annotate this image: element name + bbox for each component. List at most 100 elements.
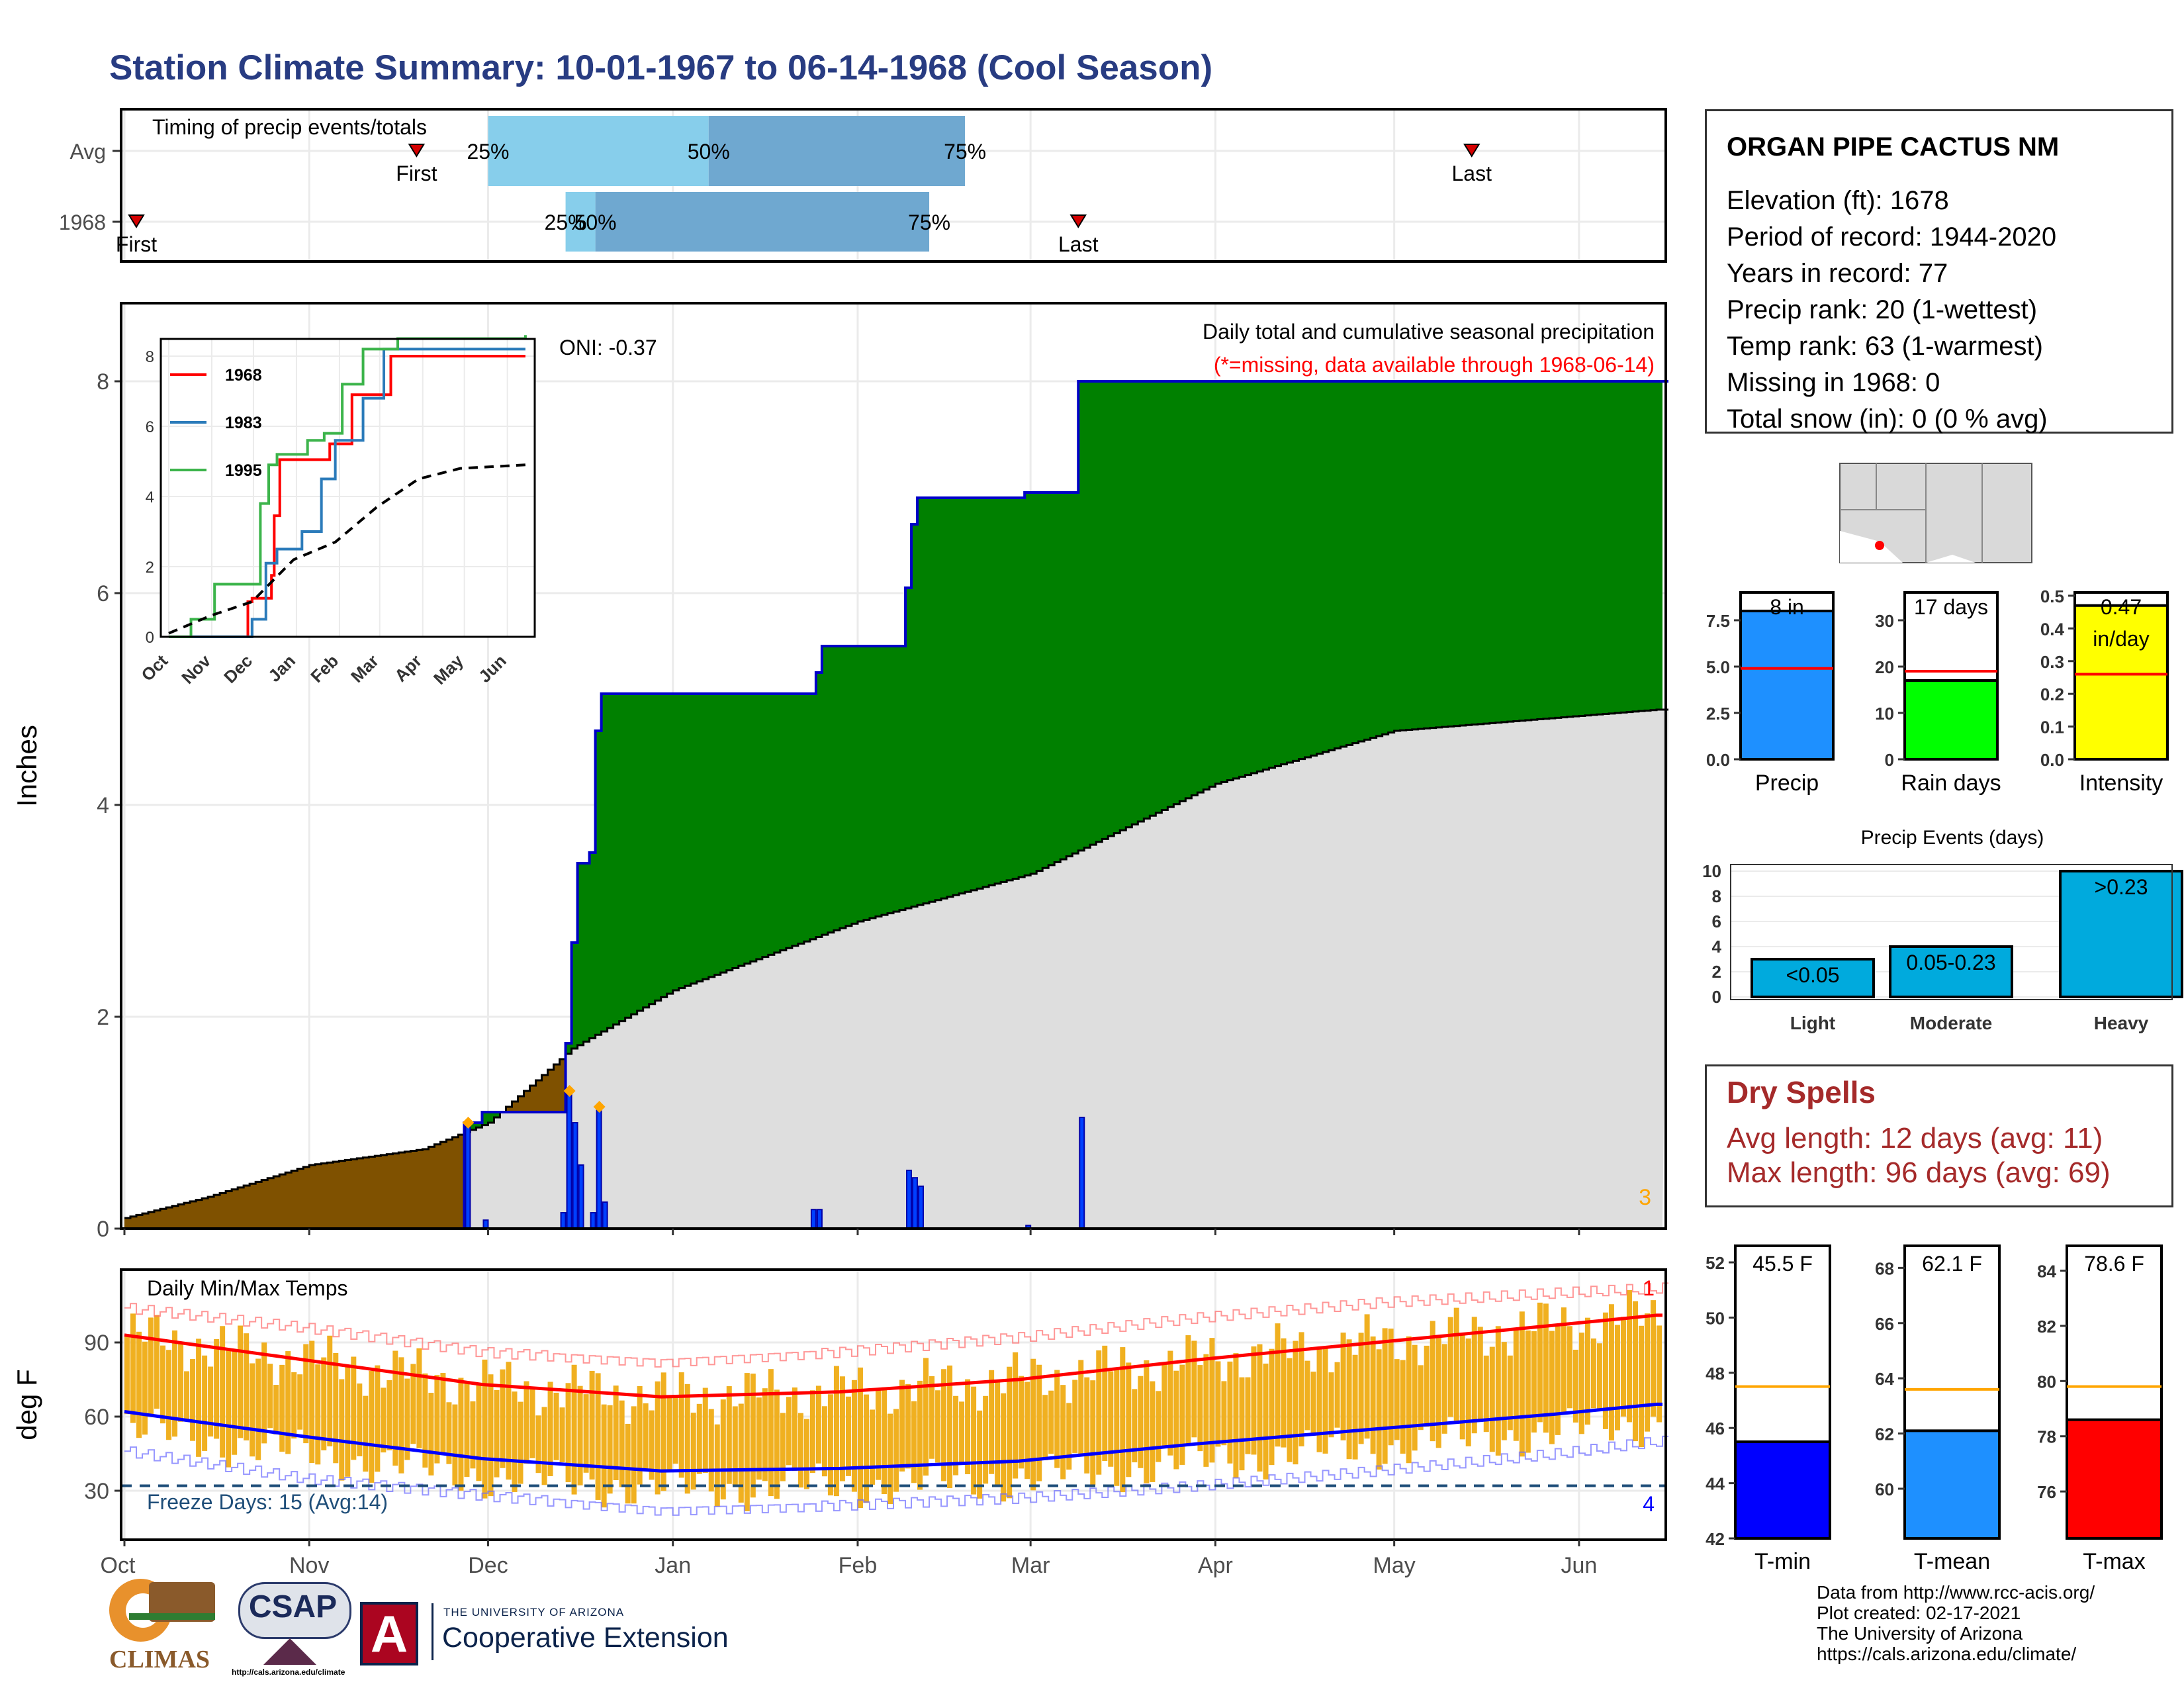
daily-temp-range-bar [523,1381,529,1464]
temp-total-ytick-label: 50 [1706,1308,1725,1328]
timing-last-marker [1069,214,1087,228]
daily-temp-range-bar [601,1404,607,1508]
daily-temp-range-bar [678,1372,684,1478]
heavy-event-marker [593,1101,606,1113]
daily-temp-range-bar [1537,1302,1543,1423]
daily-temp-range-bar [559,1407,565,1462]
event-bar [1751,958,1875,998]
events-ytick-label: 0 [1712,987,1721,1007]
inset-avg-line [168,463,526,635]
precip-ytick-label: 0 [97,1217,109,1242]
temp-total-ytick-label: 68 [1875,1258,1894,1278]
daily-temp-range-bar [291,1372,297,1439]
daily-temp-range-bar [1108,1371,1114,1467]
daily-temp-range-bar [387,1380,392,1450]
total-ytick-label: 5.0 [1706,657,1730,677]
daily-temp-range-bar [232,1350,238,1455]
daily-temp-range-bar [1650,1300,1656,1417]
daily-temp-range-bar [255,1358,261,1460]
daily-temp-range-bar [1263,1363,1269,1479]
daily-temp-range-bar [1507,1355,1513,1430]
heavy-event-marker [462,1117,475,1129]
total-ytick-label: 0.3 [2040,652,2064,672]
daily-temp-range-bar [1233,1353,1239,1478]
daily-temp-range-bar [1602,1312,1608,1429]
daily-temp-range-bar [863,1394,869,1503]
daily-precip-bar [590,1212,596,1229]
daily-temp-range-bar [416,1348,422,1448]
station-location-marker [1875,541,1884,550]
timing-q1-bar [488,116,709,186]
daily-temp-range-bar [1304,1360,1310,1430]
daily-temp-range-bar [631,1406,637,1504]
daily-temp-range-bar [1352,1354,1358,1460]
temps-ytick-label: 90 [84,1331,109,1356]
event-category-label: Light [1790,1013,1835,1033]
daily-temp-range-bar [589,1370,595,1480]
daily-temp-range-bar [1096,1350,1102,1475]
station-elevation: Elevation (ft): 1678 [1727,186,1949,215]
daily-precip-bar [596,1106,602,1229]
total-ytick-label: 0 [1885,750,1894,770]
daily-temp-range-bar [744,1373,750,1511]
daily-temp-range-bar [267,1364,273,1429]
daily-temp-range-bar [971,1386,977,1495]
daily-precip-bar [906,1170,913,1229]
daily-temp-range-bar [178,1344,184,1422]
daily-temp-range-bar [375,1365,381,1472]
deficit-area [124,1059,566,1229]
daily-temp-range-bar [1084,1377,1090,1474]
total-ytick-label: 0.4 [2040,619,2065,639]
daily-temp-range-bar [518,1401,523,1484]
daily-temp-range-bar [655,1381,660,1495]
daily-temp-range-bar [196,1338,202,1457]
daily-temp-range-bar [1382,1328,1388,1464]
daily-temp-range-bar [797,1413,803,1488]
daily-temp-range-bar [482,1359,488,1499]
daily-temp-range-bar [434,1375,440,1464]
daily-temp-range-bar [607,1405,613,1494]
timing-frame [120,108,1667,263]
climas-emblem [109,1579,215,1642]
daily-temp-range-bar [780,1413,786,1481]
events-title: Precip Events (days) [1861,827,2044,849]
daily-temp-range-bar [1435,1335,1441,1448]
daily-temp-range-bar [208,1366,214,1437]
daily-temp-range-bar [1364,1314,1370,1439]
daily-temp-range-bar [720,1399,726,1500]
climas-logo-text: CLIMAS [109,1646,210,1673]
daily-temp-range-bar [803,1419,809,1489]
daily-temp-range-bar [1549,1331,1555,1444]
daily-temp-range-bar [1638,1325,1644,1447]
timing-first-marker [408,144,426,158]
daily-temp-range-bar [1072,1380,1078,1453]
daily-temp-range-bar [786,1397,792,1466]
daily-temp-range-bar [1173,1370,1179,1470]
temps-month-label: Apr [1198,1553,1233,1578]
daily-temp-range-bar [1453,1307,1459,1421]
inset-ytick-label: 4 [146,489,154,506]
total-category-label: Precip [1755,771,1819,796]
daily-temp-range-bar [1644,1313,1650,1432]
daily-temp-range-bar [1066,1403,1072,1470]
daily-temp-range-bar [446,1402,452,1464]
daily-temp-range-bar [184,1371,190,1422]
ua-extension-logo: A THE UNIVERSITY OF ARIZONA Cooperative … [357,1602,754,1675]
daily-temp-range-bar [1584,1317,1590,1425]
inset-legend-label: 1983 [225,414,262,432]
daily-temp-range-bar [792,1387,797,1472]
inset-ytick-label: 2 [146,559,154,577]
daily-temp-range-bar [398,1357,404,1474]
heavy-event-marker [563,1085,576,1097]
temps-month-label: Nov [289,1553,329,1578]
daily-temp-range-bar [1596,1343,1602,1410]
daily-temp-range-bar [220,1326,226,1458]
timing-p25-label: 25% [467,140,509,164]
daily-temp-range-bar [1346,1339,1352,1460]
timing-last-label: Last [1058,232,1099,256]
daily-temp-range-bar [1590,1338,1596,1409]
daily-temp-range-bar [935,1390,941,1463]
event-bar [1889,945,2013,998]
daily-temp-range-bar [535,1415,541,1474]
daily-temp-range-bar [738,1403,744,1503]
